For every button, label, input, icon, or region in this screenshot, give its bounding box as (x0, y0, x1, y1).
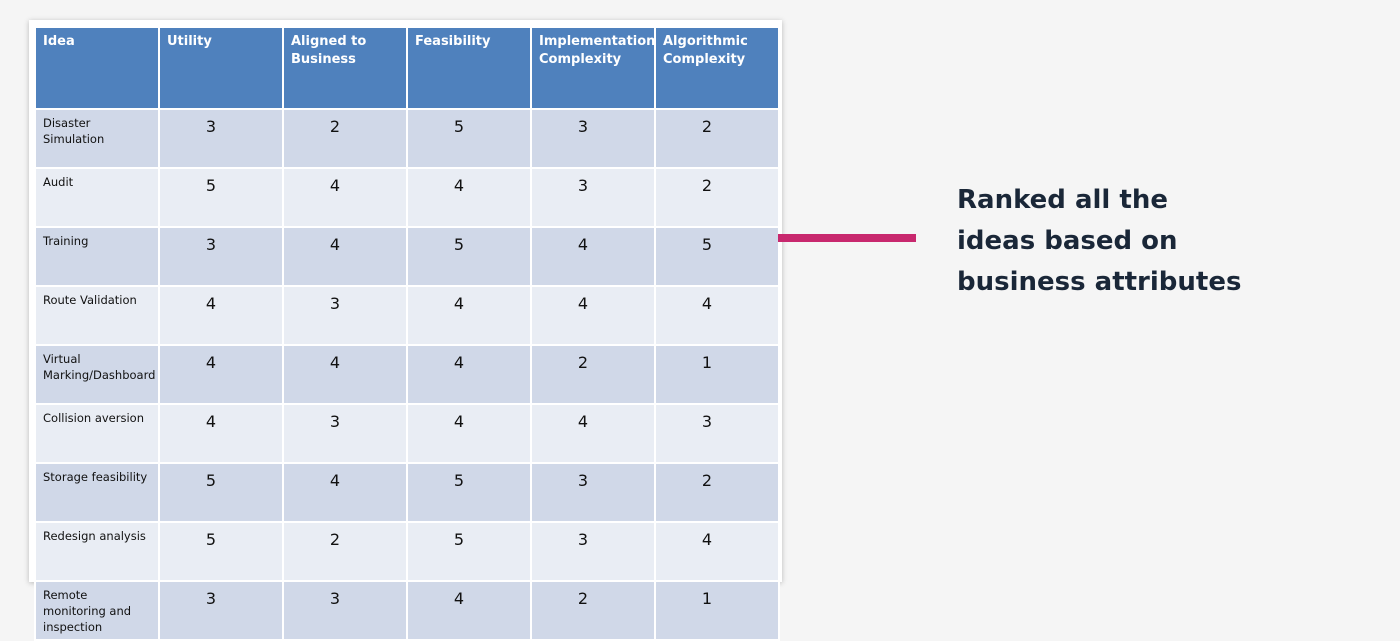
score-cell: 4 (158, 403, 284, 464)
score-cell: 2 (654, 108, 780, 169)
score-cell: 3 (282, 285, 408, 346)
score-cell: 3 (282, 403, 408, 464)
column-header: Algorithmic Complexity (654, 26, 780, 110)
page: {"table": {"columns": ["Idea", "Utility"… (29, 20, 1242, 641)
table-row: Redesign analysis 5 2 5 3 4 (34, 521, 780, 582)
score-cell: 2 (282, 108, 408, 169)
column-header: Implementation Complexity (530, 26, 656, 110)
score-cell: 4 (158, 285, 284, 346)
score-cell: 5 (158, 521, 284, 582)
idea-cell: Virtual Marking/Dashboard (34, 344, 160, 405)
score-cell: 3 (158, 580, 284, 641)
score-cell: 4 (406, 580, 532, 641)
column-header: Idea (34, 26, 160, 110)
idea-cell: Storage feasibility (34, 462, 160, 523)
table-row: Route Validation 4 3 4 4 4 (34, 285, 780, 346)
score-cell: 4 (158, 344, 284, 405)
table-row: Training 3 4 5 4 5 (34, 226, 780, 287)
score-cell: 5 (654, 226, 780, 287)
column-header: Aligned to Business (282, 26, 408, 110)
score-cell: 1 (654, 580, 780, 641)
table-row: Storage feasibility 5 4 5 3 2 (34, 462, 780, 523)
score-cell: 4 (406, 285, 532, 346)
score-cell: 3 (158, 226, 284, 287)
table-row: Remote monitoring and inspection 3 3 4 2 1 (34, 580, 780, 641)
table-frame: Idea Utility Aligned to Business Feasibilit… (29, 20, 782, 641)
table-row: Virtual Marking/Dashboard 4 4 4 2 1 (34, 344, 780, 405)
idea-cell: Route Validation (34, 285, 160, 346)
column-header: Utility (158, 26, 284, 110)
score-cell: 3 (530, 462, 656, 523)
idea-cell: Collision aversion (34, 403, 160, 464)
score-cell: 3 (530, 167, 656, 228)
score-cell: 4 (530, 226, 656, 287)
score-cell: 4 (406, 344, 532, 405)
score-cell: 5 (158, 167, 284, 228)
score-cell: 3 (654, 403, 780, 464)
table-row: Disaster Simulation 3 2 5 3 2 (34, 108, 780, 169)
score-cell: 4 (406, 403, 532, 464)
score-cell: 4 (530, 285, 656, 346)
score-cell: 3 (158, 108, 284, 169)
score-cell: 4 (282, 167, 408, 228)
score-cell: 2 (654, 462, 780, 523)
score-cell: 5 (406, 462, 532, 523)
score-cell: 3 (530, 108, 656, 169)
table-row: Collision aversion 4 3 4 4 3 (34, 403, 780, 464)
score-cell: 5 (406, 108, 532, 169)
score-cell: 4 (406, 167, 532, 228)
score-cell: 4 (282, 344, 408, 405)
idea-cell: Redesign analysis (34, 521, 160, 582)
idea-cell: Audit (34, 167, 160, 228)
ranking-table: Idea Utility Aligned to Business Feasibilit… (34, 26, 780, 641)
score-cell: 4 (282, 462, 408, 523)
score-cell: 3 (530, 521, 656, 582)
idea-cell: Training (34, 226, 160, 287)
score-cell: 1 (654, 344, 780, 405)
score-cell: 3 (282, 580, 408, 641)
score-cell: 2 (654, 167, 780, 228)
score-cell: 4 (282, 226, 408, 287)
table-row: Audit 5 4 4 3 2 (34, 167, 780, 228)
idea-cell: Remote monitoring and inspection (34, 580, 160, 641)
score-cell: 5 (406, 521, 532, 582)
score-cell: 5 (406, 226, 532, 287)
connector-line (778, 234, 916, 242)
score-cell: 4 (654, 285, 780, 346)
score-cell: 2 (530, 344, 656, 405)
score-cell: 4 (530, 403, 656, 464)
idea-cell: Disaster Simulation (34, 108, 160, 169)
score-cell: 4 (654, 521, 780, 582)
score-cell: 5 (158, 462, 284, 523)
header-row: Idea Utility Aligned to Business Feasibilit… (34, 26, 780, 110)
caption: Ranked all the ideas based on business a… (957, 185, 1242, 297)
column-header: Feasibility (406, 26, 532, 110)
score-cell: 2 (530, 580, 656, 641)
score-cell: 2 (282, 521, 408, 582)
